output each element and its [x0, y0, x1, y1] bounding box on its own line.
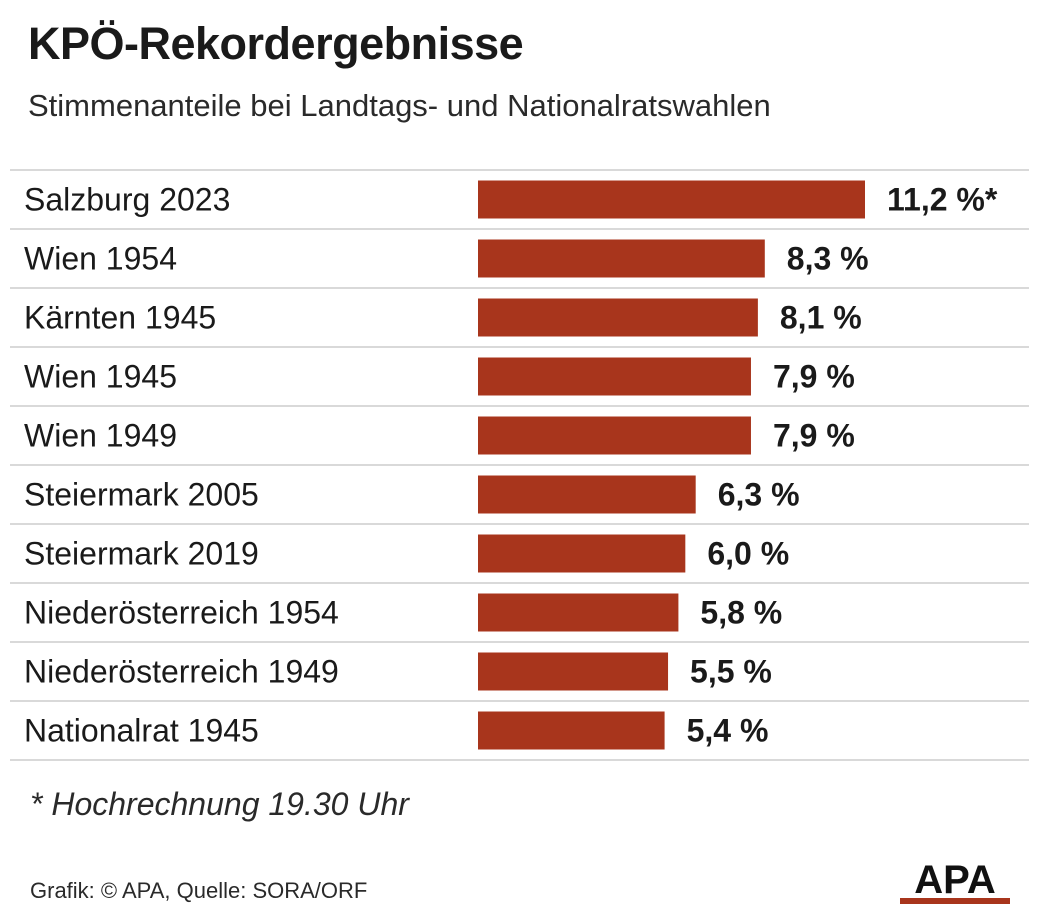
bar: [478, 534, 686, 573]
category-label: Wien 1954: [24, 241, 177, 277]
chart-title: KPÖ-Rekordergebnisse: [28, 18, 524, 69]
logo-text: APA: [914, 858, 995, 902]
bar: [478, 180, 865, 219]
footnote: * Hochrechnung 19.30 Uhr: [30, 786, 409, 822]
category-label: Kärnten 1945: [24, 300, 216, 336]
value-label: 5,4 %: [687, 713, 769, 749]
source-credit: Grafik: © APA, Quelle: SORA/ORF: [30, 878, 368, 903]
apa-logo: APA: [900, 858, 1010, 904]
category-label: Steiermark 2005: [24, 477, 259, 513]
chart-subtitle: Stimmenanteile bei Landtags- und Nationa…: [28, 88, 771, 123]
bar: [478, 239, 765, 278]
value-label: 7,9 %: [773, 418, 855, 454]
bar: [478, 475, 696, 514]
bar: [478, 593, 679, 632]
value-label: 8,3 %: [787, 241, 869, 277]
category-label: Niederösterreich 1954: [24, 595, 339, 631]
value-label: 5,5 %: [690, 654, 772, 690]
value-label: 8,1 %: [780, 300, 862, 336]
category-label: Wien 1945: [24, 359, 177, 395]
category-label: Niederösterreich 1949: [24, 654, 339, 690]
value-label: 6,3 %: [718, 477, 800, 513]
value-label: 5,8 %: [700, 595, 782, 631]
value-label: 11,2 %*: [887, 182, 998, 218]
bar: [478, 357, 751, 396]
category-label: Nationalrat 1945: [24, 713, 259, 749]
logo-underline: [900, 898, 1010, 904]
value-label: 7,9 %: [773, 359, 855, 395]
value-label: 6,0 %: [707, 536, 789, 572]
category-label: Wien 1949: [24, 418, 177, 454]
category-label: Steiermark 2019: [24, 536, 259, 572]
category-label: Salzburg 2023: [24, 182, 230, 218]
bar: [478, 652, 669, 691]
bar: [478, 416, 751, 455]
bar: [478, 711, 665, 750]
bar: [478, 298, 758, 337]
bar-chart: Salzburg 2023 11,2 %* Wien 1954 8,3 % Kärnte…: [10, 169, 1029, 761]
